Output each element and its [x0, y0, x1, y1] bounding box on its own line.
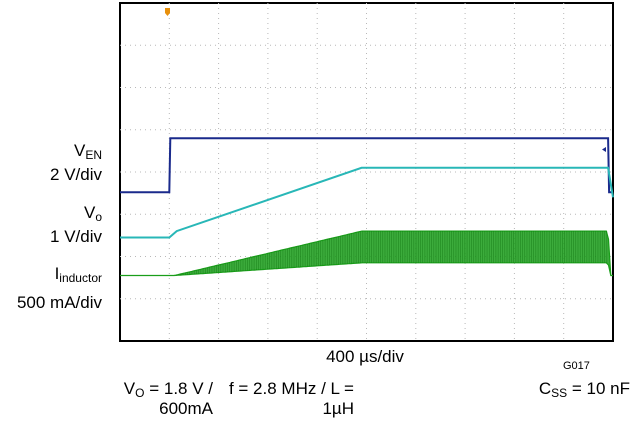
inductor-scale-label: 500 mA/div	[16, 293, 102, 312]
trigger-marker-icon	[165, 8, 170, 16]
figure-id: G017	[563, 360, 590, 372]
traces	[120, 137, 614, 277]
vo-label: Vo	[83, 203, 102, 224]
time-scale-label: 400 µs/div	[326, 347, 404, 366]
inductor-value: 1µH	[322, 399, 354, 418]
frequency-inductor-condition: f = 2.8 MHz / L =	[228, 379, 354, 398]
vo-trace	[120, 166, 614, 239]
ven-scale-label: 2 V/div	[50, 165, 102, 184]
ven-label: VEN	[73, 141, 102, 162]
vo-scale-label: 1 V/div	[50, 227, 102, 246]
inductor-current-label: Iinductor	[54, 264, 102, 285]
soft-start-cap-condition: CSS = 10 nF	[538, 379, 630, 400]
vo-condition: VO = 1.8 V /	[123, 379, 213, 400]
ven-trace	[120, 137, 613, 194]
switching-ripple	[176, 231, 608, 276]
trigger-level-marker-icon	[602, 147, 606, 152]
vo-condition-load: 600mA	[159, 399, 213, 418]
